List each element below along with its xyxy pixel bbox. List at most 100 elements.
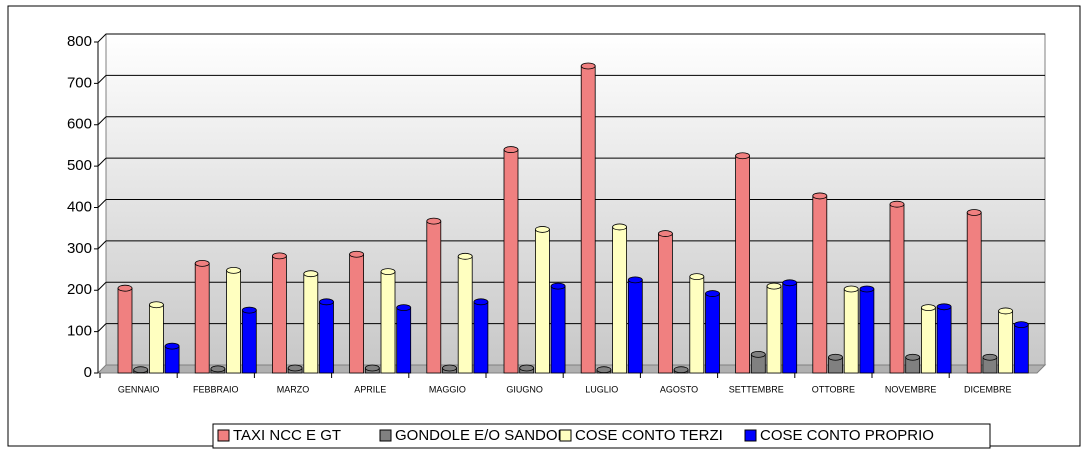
bar-top: [396, 304, 412, 312]
legend-swatch: [559, 429, 572, 442]
bar-top: [117, 284, 133, 292]
y-tick-label: 600: [67, 116, 92, 133]
bar-top: [843, 285, 859, 293]
bar-top: [766, 282, 782, 290]
bar: [226, 269, 242, 374]
bar-top: [319, 298, 334, 306]
y-tick-label: 700: [67, 74, 92, 91]
y-tick-label: 300: [67, 240, 92, 257]
x-tick-label: OTTOBRE: [812, 384, 855, 394]
bar: [889, 203, 905, 374]
x-tick-label: GENNAIO: [118, 384, 160, 394]
bar-top: [812, 192, 828, 200]
x-tick-label: NOVEMBRE: [885, 384, 937, 394]
x-tick-label: LUGLIO: [585, 384, 618, 394]
bar-top: [210, 365, 226, 373]
bar: [936, 306, 952, 374]
bar-top: [226, 266, 242, 274]
bar-top: [828, 353, 843, 361]
bar: [426, 220, 442, 374]
bar-top: [194, 259, 210, 267]
y-tick-label: 500: [67, 157, 92, 174]
grid-line: [97, 116, 107, 126]
legend-swatch: [379, 429, 392, 442]
bar: [612, 226, 627, 374]
bar: [550, 285, 566, 374]
bar-top: [689, 273, 705, 280]
bar: [396, 307, 412, 374]
bar: [966, 212, 982, 374]
bar-top: [859, 285, 875, 293]
bar: [812, 195, 828, 374]
bar-top: [380, 268, 396, 276]
bar: [689, 276, 705, 374]
bar-top: [442, 364, 457, 372]
x-tick-label: MARZO: [277, 384, 310, 394]
x-tick-label: SETTEMBRE: [729, 384, 784, 394]
x-tick-label: MAGGIO: [429, 384, 466, 394]
x-tick-label: GIUGNO: [506, 384, 543, 394]
bar: [580, 65, 596, 374]
bar: [843, 288, 859, 374]
bar: [457, 255, 473, 374]
bar-top: [658, 230, 673, 237]
bar-top: [998, 307, 1013, 315]
y-tick-label: 200: [67, 281, 92, 298]
bar: [627, 279, 643, 374]
bar-top: [705, 290, 720, 297]
bar-top: [673, 366, 689, 374]
legend-swatch: [744, 429, 757, 442]
bar-top: [503, 146, 519, 153]
bar-top: [426, 217, 442, 225]
bar: [782, 282, 798, 374]
bar-top: [457, 252, 473, 260]
bar: [473, 301, 489, 374]
bar: [349, 253, 365, 374]
x-tick-label: FEBBRAIO: [193, 384, 239, 394]
bar: [705, 293, 720, 374]
y-tick-label: 400: [67, 198, 92, 215]
bar-top: [164, 342, 180, 350]
bar-top: [936, 303, 952, 311]
bar: [998, 310, 1013, 374]
bar: [735, 155, 750, 374]
grid-line: [97, 281, 107, 291]
bar-top: [303, 270, 319, 278]
legend-label: TAXI NCC E GT: [233, 427, 341, 444]
y-tick-label: 0: [84, 364, 92, 381]
bar-top: [241, 306, 257, 314]
grid-line: [97, 199, 107, 208]
bar-top: [580, 62, 596, 70]
legend-label: COSE CONTO PROPRIO: [760, 427, 934, 444]
y-tick-label: 100: [67, 323, 92, 340]
bar-top: [1013, 321, 1029, 328]
bar-top: [982, 353, 998, 361]
bar-top: [735, 152, 750, 160]
grid-line: [97, 33, 107, 43]
bar-top: [889, 200, 905, 208]
bar-top: [519, 364, 535, 372]
grid-line: [97, 75, 107, 84]
legend-box: [212, 423, 991, 449]
bar: [117, 287, 133, 374]
bar-top: [473, 298, 489, 306]
x-tick-label: APRILE: [354, 384, 386, 394]
bar-top: [364, 364, 380, 372]
bar: [303, 273, 319, 374]
bar-top: [612, 223, 627, 231]
x-tick-label: DICEMBRE: [964, 384, 1012, 394]
bar: [921, 307, 936, 374]
bar-top: [905, 353, 921, 361]
y-tick-label: 800: [67, 33, 92, 50]
bar-top: [627, 276, 643, 284]
bar-top: [535, 226, 550, 233]
bar-top: [271, 252, 287, 260]
bar: [271, 255, 287, 374]
bar: [241, 309, 257, 374]
bar-top: [921, 304, 936, 312]
bar-top: [349, 250, 365, 258]
legend-swatch: [217, 429, 230, 442]
bar: [535, 229, 550, 374]
bar: [859, 288, 875, 374]
